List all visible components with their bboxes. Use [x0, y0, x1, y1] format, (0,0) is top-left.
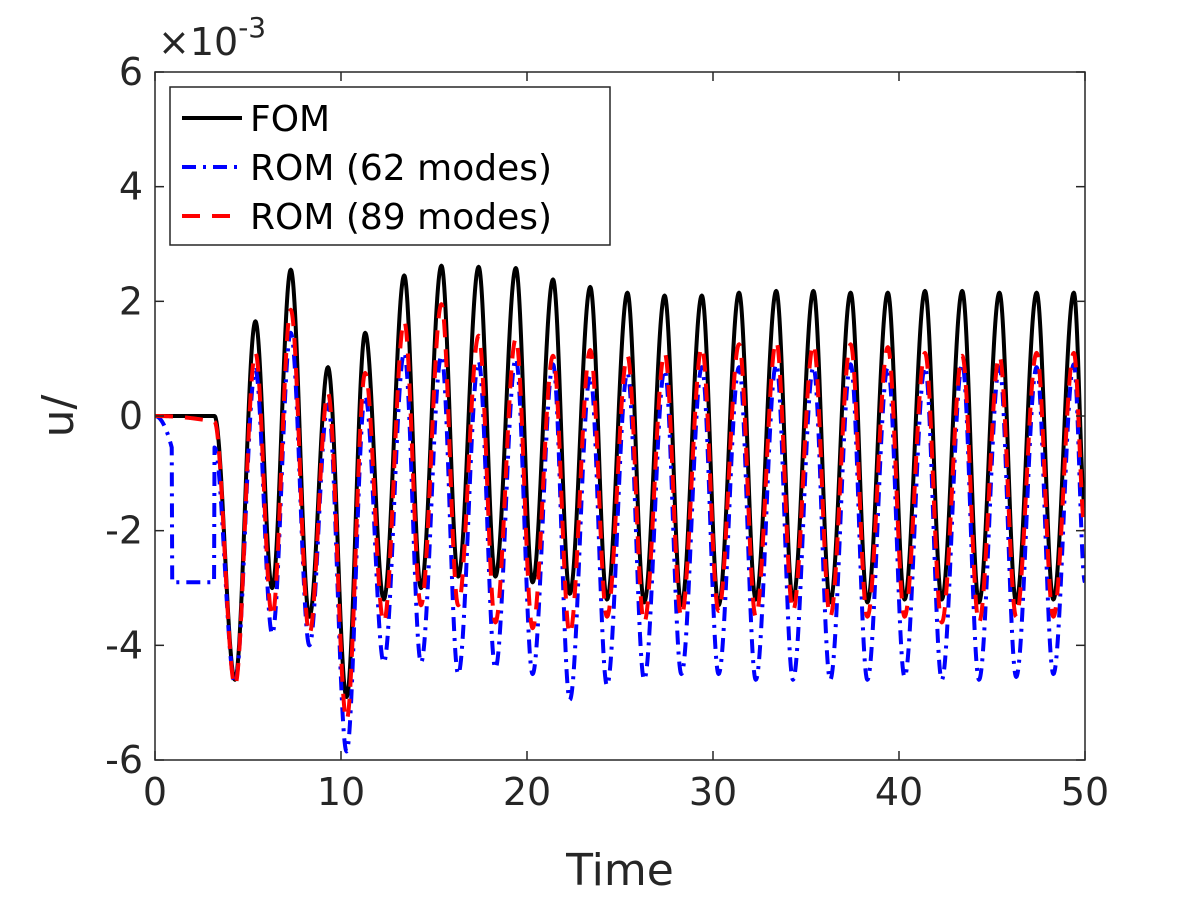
legend-box [169, 86, 611, 246]
y-tick-label: 2 [119, 279, 143, 323]
series-line-1 [155, 330, 1085, 754]
y-tick-label: -2 [105, 509, 143, 553]
y-tick-label: 6 [119, 50, 143, 94]
x-tick-label: 50 [1061, 770, 1109, 814]
legend: FOM ROM (62 modes) ROM (89 modes) [169, 86, 611, 246]
y-multiplier-exponent: -3 [238, 11, 266, 44]
x-tick-label: 10 [317, 770, 365, 814]
x-tick-label: 40 [875, 770, 923, 814]
y-tick-label: 0 [119, 394, 143, 438]
legend-label-1: ROM (62 modes) [250, 148, 552, 189]
legend-label-0: FOM [250, 99, 330, 140]
y-tick-label: -6 [105, 738, 143, 782]
series-line-0 [155, 263, 1085, 699]
y-tick-label: 4 [119, 165, 143, 209]
series-layer [155, 263, 1085, 754]
x-tick-label: 30 [689, 770, 737, 814]
y-multiplier-base: 10 [190, 20, 238, 64]
x-tick-label: 0 [143, 770, 167, 814]
y-axis-label: u/ [33, 394, 84, 437]
y-tick-label: -4 [105, 623, 143, 667]
legend-label-2: ROM (89 modes) [250, 197, 552, 238]
series-line-2 [155, 302, 1085, 722]
x-tick-label: 20 [503, 770, 551, 814]
y-multiplier: ×10-3 [158, 11, 266, 64]
x-axis-label: Time [565, 845, 674, 896]
y-multiplier-prefix: × [158, 20, 190, 64]
